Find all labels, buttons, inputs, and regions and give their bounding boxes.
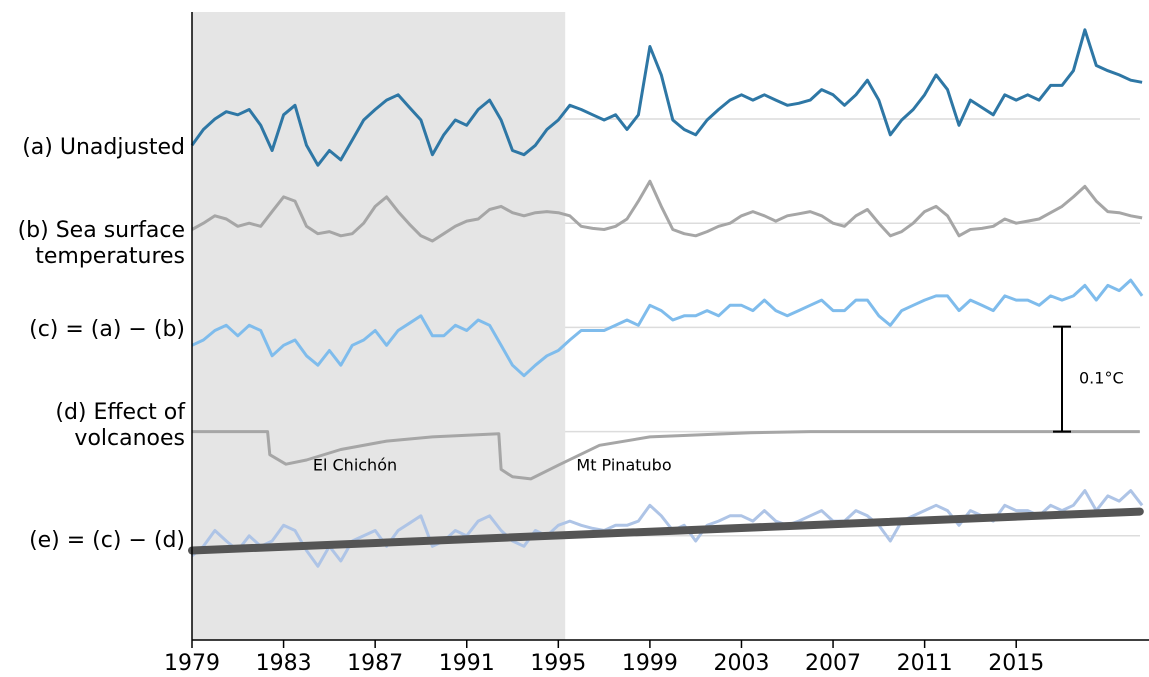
- series-label: (b) Sea surface temperatures: [17, 218, 185, 269]
- x-tick-label: 2015: [988, 651, 1044, 676]
- series-line: [192, 430, 1140, 481]
- x-tick-label: 2007: [805, 651, 861, 676]
- series-label: (a) Unadjusted: [22, 135, 185, 160]
- annotation: Mt Pinatubo: [576, 456, 671, 475]
- annotation: El Chichón: [313, 456, 397, 475]
- series-line: [190, 28, 1143, 167]
- x-tick-label: 2011: [897, 651, 953, 676]
- x-tick-label: 1983: [256, 651, 312, 676]
- scale-bar-label: 0.1°C: [1079, 369, 1124, 388]
- x-tick-label: 2003: [713, 651, 769, 676]
- series-label: (c) = (a) − (b): [29, 317, 185, 342]
- series-line: [191, 179, 1143, 243]
- x-tick-label: 1991: [439, 651, 495, 676]
- series-label: (d) Effect of volcanoes: [55, 400, 185, 451]
- trend-line: [188, 507, 1144, 555]
- series-line: [191, 278, 1144, 378]
- x-tick-label: 1999: [622, 651, 678, 676]
- x-tick-label: 1995: [530, 651, 586, 676]
- series-label: (e) = (c) − (d): [29, 528, 185, 553]
- x-tick-label: 1979: [164, 651, 220, 676]
- x-tick-label: 1987: [347, 651, 403, 676]
